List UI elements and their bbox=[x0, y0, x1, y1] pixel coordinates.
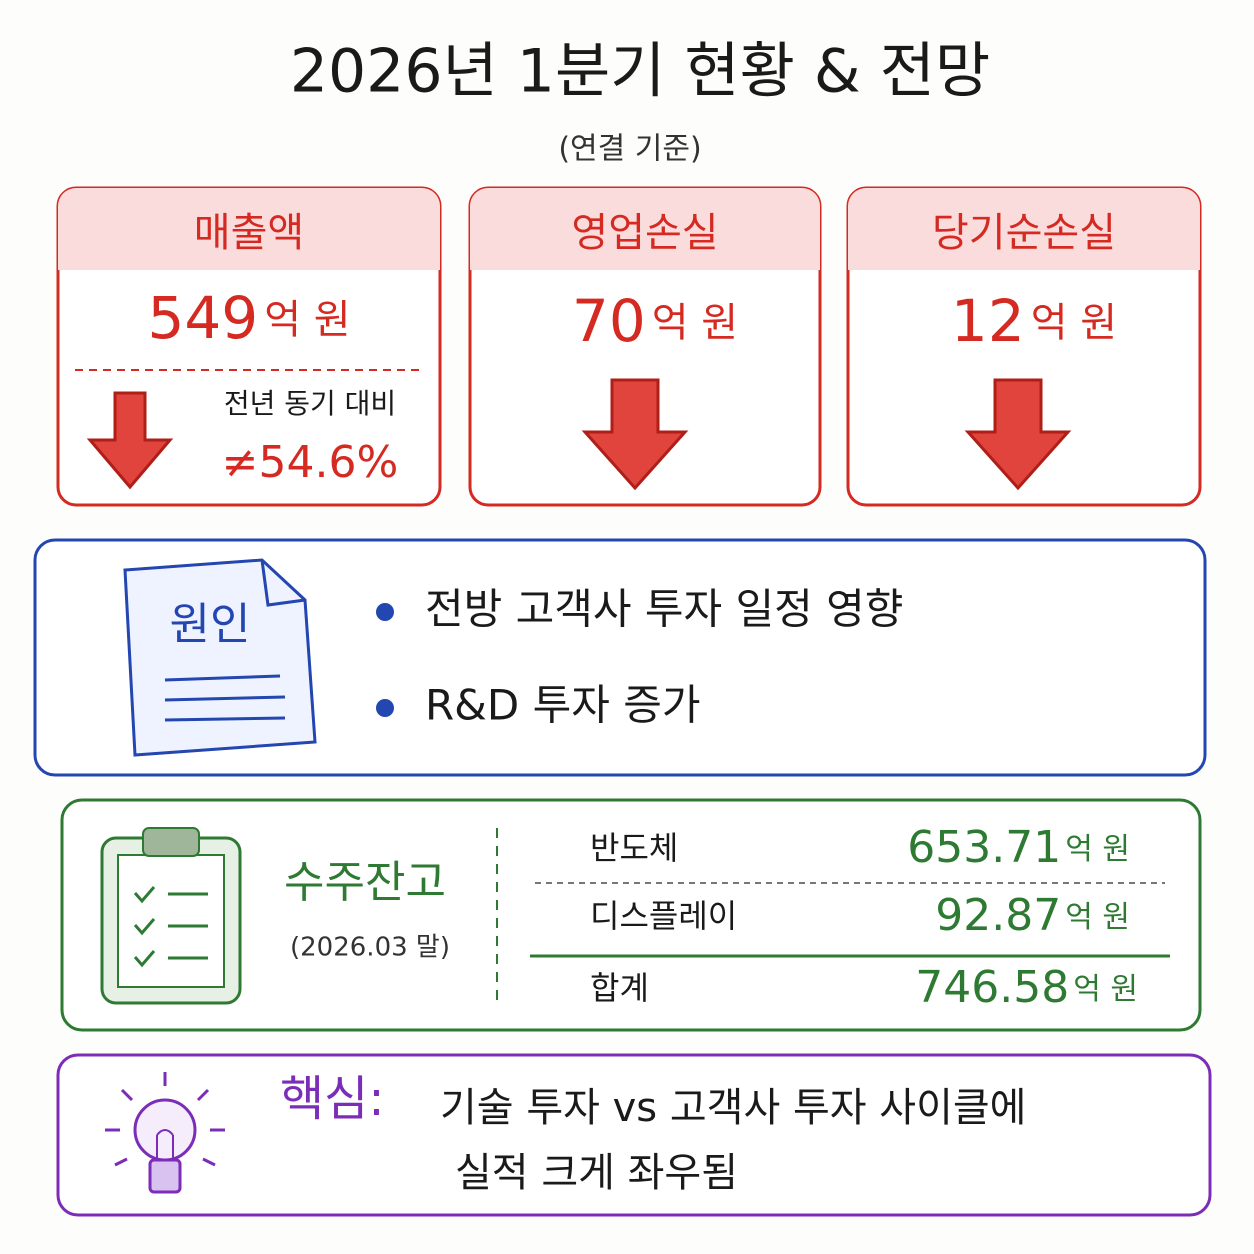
value: 549 bbox=[147, 284, 258, 352]
row-value: 746.58 억 원 bbox=[915, 962, 1138, 1013]
metric-value: 549 억 원 bbox=[147, 284, 350, 352]
causes-label: 원인 bbox=[170, 599, 251, 650]
metric-value: 12 억 원 bbox=[951, 287, 1117, 355]
row-value: 653.71 억 원 bbox=[907, 822, 1130, 873]
unit: 억 원 bbox=[1065, 900, 1130, 935]
metric-note: 전년 동기 대비 bbox=[224, 387, 396, 420]
cause-item: 전방 고객사 투자 일정 영향 bbox=[425, 585, 903, 634]
metric-card: 매출액 549 억 원 전년 동기 대비 ≠54.6% bbox=[56, 186, 442, 507]
cause-item: R&D 투자 증가 bbox=[425, 681, 701, 730]
value: 92.87 bbox=[935, 890, 1061, 941]
row-label: 합계 bbox=[590, 969, 649, 1007]
row-label: 반도체 bbox=[590, 829, 678, 867]
backlog-date: (2026.03 말) bbox=[290, 933, 450, 963]
metric-card: 당기순손실 12 억 원 bbox=[846, 186, 1202, 507]
backlog-box: 수주잔고 (2026.03 말) 반도체 653.71 억 원 디스플레이 92.… bbox=[60, 798, 1202, 1032]
value: 746.58 bbox=[915, 962, 1069, 1013]
unit: 억 원 bbox=[1031, 300, 1117, 346]
metric-label: 당기순손실 bbox=[932, 210, 1116, 256]
title: 2026년 1분기 현황 & 전망 bbox=[290, 37, 990, 107]
unit: 억 원 bbox=[1065, 832, 1130, 867]
metric-change: ≠54.6% bbox=[222, 437, 399, 488]
metric-label: 매출액 bbox=[194, 210, 304, 256]
key-line: 기술 투자 vs 고객사 투자 사이클에 bbox=[440, 1085, 1027, 1131]
unit: 억 원 bbox=[264, 297, 350, 343]
key-label: 핵심: bbox=[280, 1071, 385, 1127]
key-line: 실적 크게 좌우됨 bbox=[455, 1150, 738, 1196]
value: 653.71 bbox=[907, 822, 1061, 873]
metric-label: 영업손실 bbox=[571, 210, 718, 256]
row-label: 디스플레이 bbox=[590, 897, 737, 935]
unit: 억 원 bbox=[652, 300, 738, 346]
backlog-label: 수주잔고 bbox=[284, 857, 446, 908]
subtitle: (연결 기준) bbox=[558, 132, 701, 167]
row-value: 92.87 억 원 bbox=[935, 890, 1130, 941]
metric-card: 영업손실 70 억 원 bbox=[468, 186, 822, 507]
metric-value: 70 억 원 bbox=[572, 287, 738, 355]
unit: 억 원 bbox=[1073, 972, 1138, 1007]
value: 12 bbox=[951, 287, 1025, 355]
value: 70 bbox=[572, 287, 646, 355]
key-box: 핵심: 기술 투자 vs 고객사 투자 사이클에 실적 크게 좌우됨 bbox=[56, 1053, 1212, 1217]
causes-box: 원인 전방 고객사 투자 일정 영향 R&D 투자 증가 bbox=[33, 538, 1207, 777]
